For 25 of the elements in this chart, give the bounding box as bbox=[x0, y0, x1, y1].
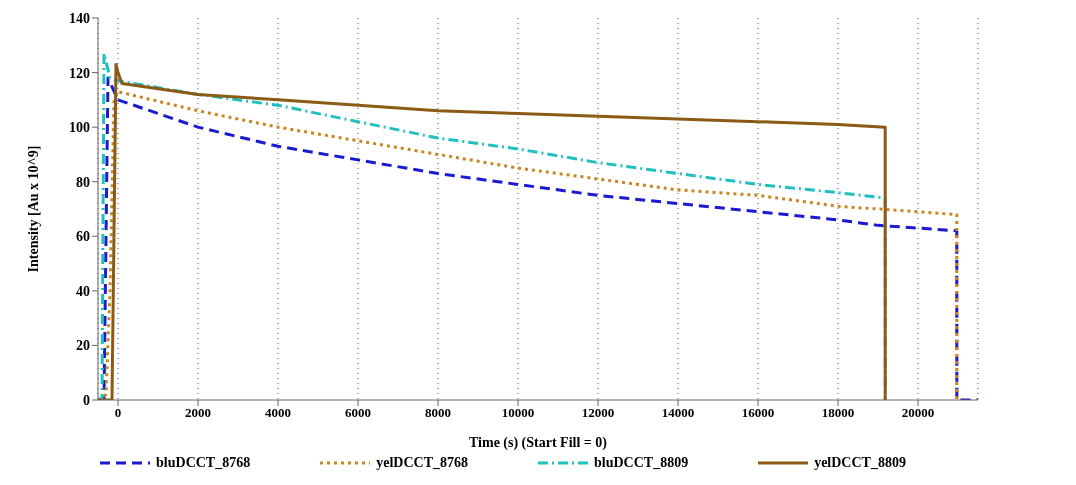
y-tick-label: 0 bbox=[83, 392, 90, 408]
x-tick-label: 14000 bbox=[661, 405, 695, 421]
x-tick-label: 20000 bbox=[901, 405, 935, 421]
x-tick-label: 2000 bbox=[185, 405, 211, 421]
x-tick-label: 18000 bbox=[821, 405, 855, 421]
y-axis-title: Intensity [Au x 10^9] bbox=[25, 145, 41, 273]
legend-label: bluDCCT_8768 bbox=[156, 455, 251, 471]
legend-label: yelDCCT_8809 bbox=[814, 455, 906, 471]
y-tick-label: 140 bbox=[69, 10, 90, 26]
legend-label: yelDCCT_8768 bbox=[376, 455, 468, 471]
x-tick-label: 16000 bbox=[741, 405, 775, 421]
y-tick-label: 80 bbox=[76, 174, 90, 190]
y-tick-label: 120 bbox=[69, 65, 90, 81]
x-tick-label: 10000 bbox=[501, 405, 535, 421]
y-tick-label: 60 bbox=[76, 229, 90, 245]
legend-label: bluDCCT_8809 bbox=[594, 455, 689, 471]
x-tick-label: 6000 bbox=[345, 405, 371, 421]
x-tick-label: 0 bbox=[114, 405, 122, 421]
x-tick-label: 12000 bbox=[581, 405, 615, 421]
y-tick-label: 40 bbox=[76, 283, 90, 299]
y-tick-label: 100 bbox=[69, 120, 90, 136]
y-tick-label: 20 bbox=[76, 338, 90, 354]
x-tick-label: 4000 bbox=[265, 405, 291, 421]
x-axis-title: Time (s) (Start Fill = 0) bbox=[469, 435, 608, 451]
x-tick-label: 8000 bbox=[425, 405, 451, 421]
